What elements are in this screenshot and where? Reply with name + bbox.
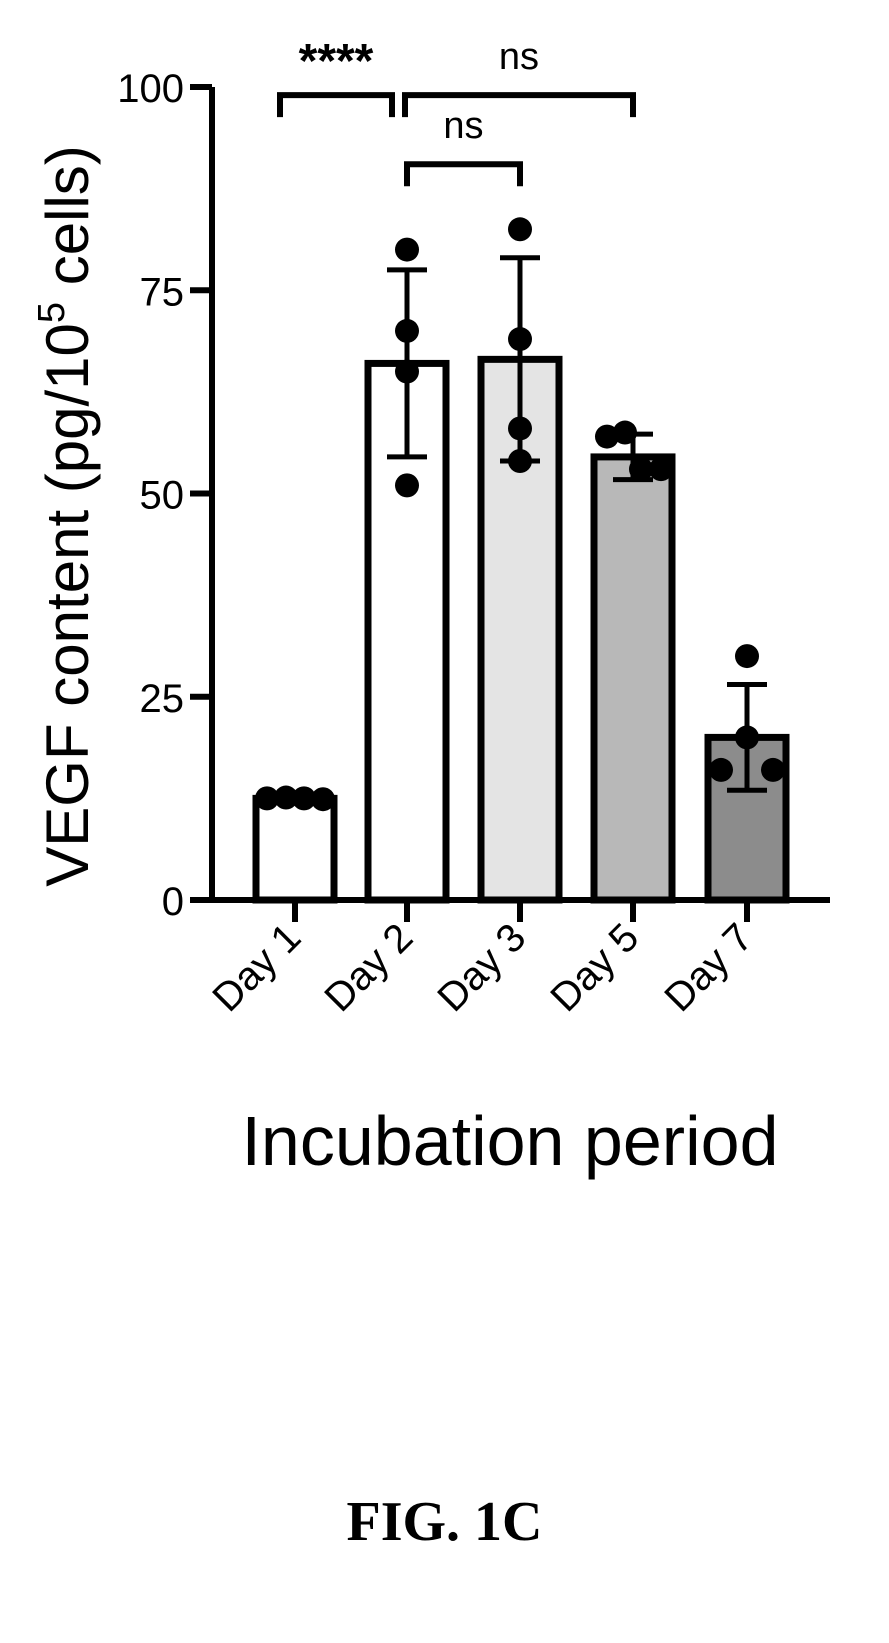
x-tick-label: Day 7 xyxy=(656,915,761,1020)
x-tick-label: Day 5 xyxy=(542,915,647,1020)
data-point xyxy=(395,359,419,384)
data-point xyxy=(508,217,532,242)
y-tick-label: 75 xyxy=(140,270,185,314)
data-point xyxy=(292,786,316,811)
significance-label: ns xyxy=(499,36,539,78)
data-point xyxy=(395,318,419,343)
data-point xyxy=(395,473,419,498)
y-axis-title: VEGF content (pg/105 cells) xyxy=(31,145,101,886)
data-point xyxy=(595,424,619,449)
y-axis-title-superscript: 5 xyxy=(31,302,73,323)
data-point xyxy=(255,786,279,811)
y-tick-label: 0 xyxy=(162,880,184,924)
data-point xyxy=(735,644,759,669)
data-point xyxy=(508,448,532,473)
y-tick-label: 50 xyxy=(140,474,185,518)
significance-label: ns xyxy=(443,105,483,147)
data-point xyxy=(508,416,532,441)
significance-label: **** xyxy=(299,35,374,88)
figure-caption: FIG. 1C xyxy=(346,1491,543,1553)
data-point xyxy=(274,785,298,810)
significance-bracket xyxy=(404,161,523,187)
x-tick-label: Day 3 xyxy=(429,915,534,1020)
y-tick-label: 25 xyxy=(140,677,185,721)
x-axis-title: Incubation period xyxy=(241,1102,778,1180)
data-point xyxy=(629,457,653,482)
data-point xyxy=(613,420,637,445)
significance-bracket xyxy=(402,92,636,118)
data-point xyxy=(649,457,673,482)
bar xyxy=(590,453,676,904)
x-tick-label: Day 2 xyxy=(316,915,421,1020)
bar xyxy=(252,794,338,904)
data-point xyxy=(761,757,785,782)
x-ticks: Day 1 Day 2 Day 3 Day 5 Day 7 xyxy=(204,900,761,1020)
data-point xyxy=(395,237,419,262)
data-point xyxy=(735,725,759,750)
significance-bracket xyxy=(277,92,395,118)
data-point xyxy=(709,757,733,782)
data-point xyxy=(311,787,335,812)
x-tick-label: Day 1 xyxy=(204,915,309,1020)
y-axis-title-end: cells) xyxy=(34,145,101,302)
data-point xyxy=(508,327,532,352)
y-tick-label: 100 xyxy=(117,67,184,111)
y-ticks: 0 25 50 75 100 xyxy=(117,67,212,924)
data-points xyxy=(255,217,785,812)
